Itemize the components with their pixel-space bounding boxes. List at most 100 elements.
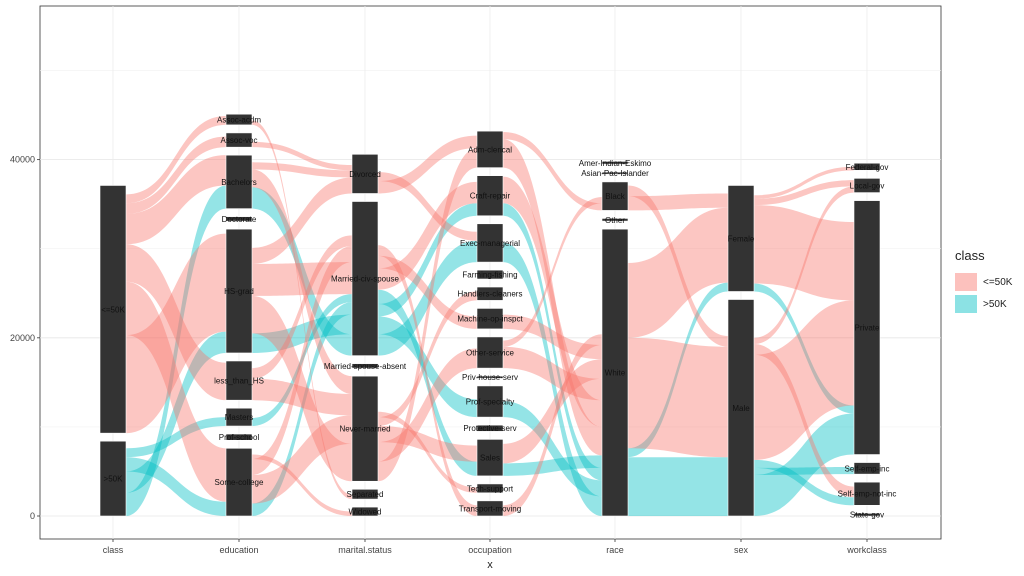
flow-some-college-to-married-civ-spouse — [252, 246, 352, 476]
stratum-label-divorced: Divorced — [349, 170, 381, 179]
stratum-label-machine-op-inspct: Machine-op-inspct — [457, 315, 523, 324]
flow-other-service-to-white — [503, 346, 602, 401]
stratum-occupation-handlers-cleaners — [476, 286, 504, 301]
legend-label-le50k: <=50K — [983, 276, 1013, 288]
stratum-label-assoc-voc: Assoc-voc — [221, 136, 258, 145]
flow-never-married-to-tech-support — [378, 411, 477, 493]
stratum-label-black: Black — [605, 192, 626, 201]
flow-50k-to-bachelors — [126, 185, 226, 517]
flow-white-to-male — [628, 337, 728, 458]
flow-hs-grad-to-married-civ-spouse — [252, 262, 352, 296]
stratum-marital-status-married-civ-spouse — [351, 201, 379, 356]
stratum-class-50k — [99, 185, 127, 434]
flow-less-than-hs-to-married-civ-spouse — [252, 235, 352, 379]
stratum-label-other-service: Other-service — [466, 349, 515, 358]
stratum-education-hs-grad — [225, 228, 253, 354]
flow-married-civ-spouse-to-machine-op-inspct — [378, 255, 477, 329]
stratum-race-amer-indian-eskimo — [601, 161, 629, 165]
stratum-education-bachelors — [225, 154, 253, 209]
stratum-label-bachelors: Bachelors — [221, 178, 257, 187]
x-tick-label-marital-status: marital.status — [338, 545, 392, 555]
stratum-workclass-self-emp-not-inc — [853, 481, 881, 506]
stratum-marital-status-married-spouse-absent — [351, 363, 379, 369]
x-tick-label-race: race — [606, 545, 624, 555]
stratum-label-other: Other — [605, 216, 625, 225]
stratum-occupation-sales — [476, 439, 504, 477]
stratum-label-white: White — [605, 369, 626, 378]
flow-black-to-male — [628, 185, 728, 347]
stratum-label-local-gov: Local-gov — [850, 181, 885, 190]
stratum-label-state-gov: State-gov — [850, 511, 884, 520]
stratum-label-exec-managerial: Exec-managerial — [460, 239, 520, 248]
flow-white-to-male — [628, 457, 728, 516]
legend-title: class — [955, 248, 985, 263]
flow-never-married-to-other-service — [378, 348, 477, 462]
stratum-label-self-emp-not-inc: Self-emp-not-inc — [838, 490, 897, 499]
flow-female-to-local-gov — [754, 180, 854, 206]
stratum-label-married-civ-spouse: Married-civ-spouse — [331, 275, 400, 284]
stratum-occupation-prof-specialty — [476, 385, 504, 418]
stratum-label-asian-pac-islander: Asian-Pac-Islander — [581, 169, 649, 178]
flow-married-civ-spouse-to-exec-managerial — [378, 240, 477, 356]
stratum-occupation-other-service — [476, 336, 504, 369]
stratum-sex-male — [727, 299, 755, 517]
stratum-occupation-adm-clerical — [476, 130, 504, 168]
stratum-education-prof-school — [225, 433, 253, 441]
stratum-workclass-local-gov — [853, 178, 881, 193]
stratum-marital-status-never-married — [351, 375, 379, 482]
stratum-label-female: Female — [728, 234, 755, 243]
flow-sales-to-white — [503, 359, 602, 464]
flow-divorced-to-adm-clerical — [378, 135, 477, 194]
stratum-label-married-spouse-absent: Married-spouse-absent — [324, 362, 407, 371]
stratum-label-tech-support: Tech-support — [467, 484, 514, 493]
flow-female-to-federal-gov — [754, 166, 854, 199]
stratum-marital-status-divorced — [351, 153, 379, 194]
flow-bachelors-to-never-married — [252, 169, 352, 394]
stratum-marital-status-widowed — [351, 506, 379, 517]
stratum-workclass-self-emp-inc — [853, 462, 881, 475]
flow-adm-clerical-to-black — [503, 132, 602, 211]
x-tick-label-education: education — [219, 545, 258, 555]
flow-less-than-hs-to-never-married — [252, 378, 352, 416]
flow-prof-specialty-to-white — [503, 401, 602, 497]
x-tick-label-occupation: occupation — [468, 545, 512, 555]
stratum-race-asian-pac-islander — [601, 171, 629, 175]
flow-some-college-to-never-married — [252, 415, 352, 504]
stratum-education-assoc-voc — [225, 132, 253, 148]
flow-married-civ-spouse-to-craft-repair — [378, 181, 477, 290]
stratum-label-prof-specialty: Prof-specialty — [466, 398, 514, 407]
flow-white-to-female — [628, 282, 728, 458]
flow-craft-repair-to-white — [503, 203, 602, 481]
legend-key-gt50k — [955, 295, 977, 313]
stratum-label-hs-grad: HS-grad — [224, 287, 254, 296]
flow-50k-to-less-than-hs — [126, 244, 226, 401]
flow-50k-to-some-college — [126, 457, 226, 516]
flow-female-to-private — [754, 283, 854, 414]
flow-black-to-female — [628, 193, 728, 211]
stratum-label-less-than-hs: less_than_HS — [214, 377, 264, 386]
flow-married-civ-spouse-to-sales — [378, 289, 477, 476]
x-tick-label-class: class — [103, 545, 124, 555]
stratum-label-sales: Sales — [480, 454, 500, 463]
stratum-workclass-federal-gov — [853, 162, 881, 171]
flow-sales-to-white — [503, 455, 602, 476]
stratum-education-some-college — [225, 447, 253, 517]
flow-bachelors-to-married-civ-spouse — [252, 187, 352, 356]
flow-never-married-to-adm-clerical — [378, 148, 477, 482]
axes: 0 20000 40000 class education marital.status o… — [10, 155, 887, 555]
flow-hs-grad-to-never-married — [252, 295, 352, 482]
stratum-label-self-emp-inc: Self-emp-inc — [845, 464, 890, 473]
stratum-occupation-transport-moving — [476, 500, 504, 517]
stratum-label-amer-indian-eskimo: Amer-Indian-Eskimo — [579, 159, 652, 168]
stratum-workclass-private — [853, 200, 881, 455]
flow-transport-moving-to-white — [503, 334, 602, 516]
stratum-label-adm-clerical: Adm-clerical — [468, 145, 512, 154]
stratum-education-assoc-acdm — [225, 113, 253, 126]
flow-ribbons — [126, 115, 854, 517]
stratum-education-masters — [225, 407, 253, 427]
flow-male-to-self-emp-not-inc — [754, 344, 854, 498]
flow-other-service-to-black — [503, 197, 602, 347]
flow-50k-to-hs-grad — [126, 331, 226, 493]
stratum-label-private: Private — [855, 324, 880, 333]
